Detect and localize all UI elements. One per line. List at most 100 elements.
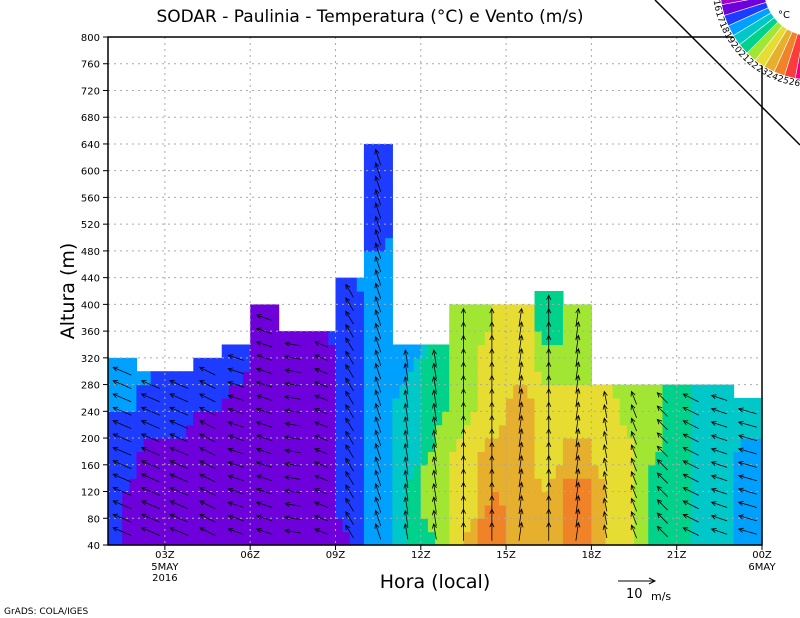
temperature-cell	[420, 411, 429, 426]
temperature-cell	[591, 424, 600, 439]
wind-arrow	[630, 497, 638, 512]
temperature-cell	[292, 438, 301, 453]
temperature-cell	[570, 384, 578, 399]
temperature-cell	[186, 491, 194, 506]
wind-arrow	[431, 442, 437, 460]
wind-arrow	[431, 469, 437, 486]
temperature-cell	[392, 478, 401, 493]
temperature-cell	[363, 531, 372, 546]
temperature-cell	[385, 384, 393, 399]
temperature-cell	[328, 384, 337, 399]
temperature-cell	[122, 478, 130, 493]
temperature-cell	[264, 357, 273, 372]
temperature-cell	[747, 518, 756, 533]
temperature-cell	[122, 438, 130, 453]
temperature-cell	[754, 464, 763, 479]
temperature-cell	[619, 504, 628, 519]
temperature-cell	[449, 317, 457, 332]
temperature-cell	[655, 478, 664, 493]
temperature-cell	[477, 317, 486, 332]
temperature-cell	[122, 451, 130, 466]
wind-arrow	[112, 460, 132, 470]
temperature-cell	[427, 491, 436, 506]
temperature-cell	[299, 357, 308, 372]
temperature-cell	[534, 531, 543, 546]
temperature-cell	[506, 438, 514, 453]
temperature-cell	[498, 411, 507, 426]
temperature-cell	[321, 371, 329, 386]
temperature-cell	[712, 464, 720, 479]
wind-arrow	[518, 334, 524, 354]
temperature-cell	[705, 384, 713, 399]
wind-arrow	[345, 430, 354, 445]
temperature-cell	[385, 411, 393, 426]
temperature-cell	[207, 438, 216, 453]
temperature-cell	[705, 464, 713, 479]
wind-arrow	[575, 374, 581, 394]
wind-arrow	[575, 508, 581, 528]
temperature-cell	[356, 464, 365, 479]
temperature-cell	[285, 531, 294, 546]
temperature-cell	[634, 411, 642, 426]
temperature-cell	[648, 397, 656, 412]
wind-arrow	[575, 481, 581, 501]
temperature-cell	[683, 518, 692, 533]
temperature-cell	[534, 397, 543, 412]
temperature-cell	[356, 277, 365, 292]
temperature-cell	[363, 411, 372, 426]
temperature-cell	[228, 518, 237, 533]
temperature-cell	[591, 411, 600, 426]
temperature-cell	[506, 478, 514, 493]
temperature-cell	[470, 371, 479, 386]
temperature-cell	[605, 451, 614, 466]
temperature-cell	[207, 424, 216, 439]
temperature-cell	[371, 291, 379, 305]
temperature-cell	[555, 411, 564, 426]
temperature-cell	[548, 478, 557, 493]
y-tick-label: 560	[81, 193, 100, 204]
x-tick-year: 2016	[152, 573, 177, 584]
temperature-cell	[498, 531, 507, 546]
temperature-cell	[655, 411, 664, 426]
temperature-cell	[534, 504, 543, 519]
temperature-cell	[122, 371, 130, 386]
temperature-cell	[541, 504, 550, 519]
temperature-cell	[292, 518, 301, 533]
wind-arrow	[630, 510, 638, 525]
temperature-cell	[307, 371, 315, 386]
wind-arrow	[518, 321, 524, 341]
temperature-cell	[363, 264, 372, 279]
temperature-cell	[669, 397, 678, 412]
temperature-cell	[115, 464, 123, 479]
temperature-cell	[378, 397, 386, 412]
temperature-cell	[541, 291, 550, 305]
temperature-cell	[520, 344, 529, 359]
temperature-cell	[378, 264, 386, 279]
wind-arrow	[345, 444, 354, 459]
temperature-cell	[420, 344, 429, 359]
temperature-cell	[619, 491, 628, 506]
temperature-cell	[484, 424, 493, 439]
temperature-cell	[520, 357, 529, 372]
temperature-cell	[413, 491, 422, 506]
temperature-cell	[264, 438, 273, 453]
temperature-cell	[534, 478, 543, 493]
temperature-cell	[335, 424, 344, 439]
wind-arrow	[227, 461, 244, 468]
temperature-cell	[520, 478, 529, 493]
temperature-cell	[463, 331, 472, 346]
temperature-cell	[477, 344, 486, 359]
temperature-cell	[285, 357, 294, 372]
temperature-cell	[584, 331, 592, 346]
wind-arrow	[737, 434, 757, 442]
temperature-cell	[634, 504, 642, 519]
temperature-cell	[243, 371, 251, 386]
temperature-cell	[591, 384, 600, 399]
wind-arrow	[345, 283, 354, 298]
wind-arrow	[169, 513, 189, 523]
temperature-cell	[214, 397, 223, 412]
temperature-cell	[506, 397, 514, 412]
temperature-cell	[562, 397, 571, 412]
temperature-cell	[228, 397, 237, 412]
temperature-cell	[705, 478, 713, 493]
